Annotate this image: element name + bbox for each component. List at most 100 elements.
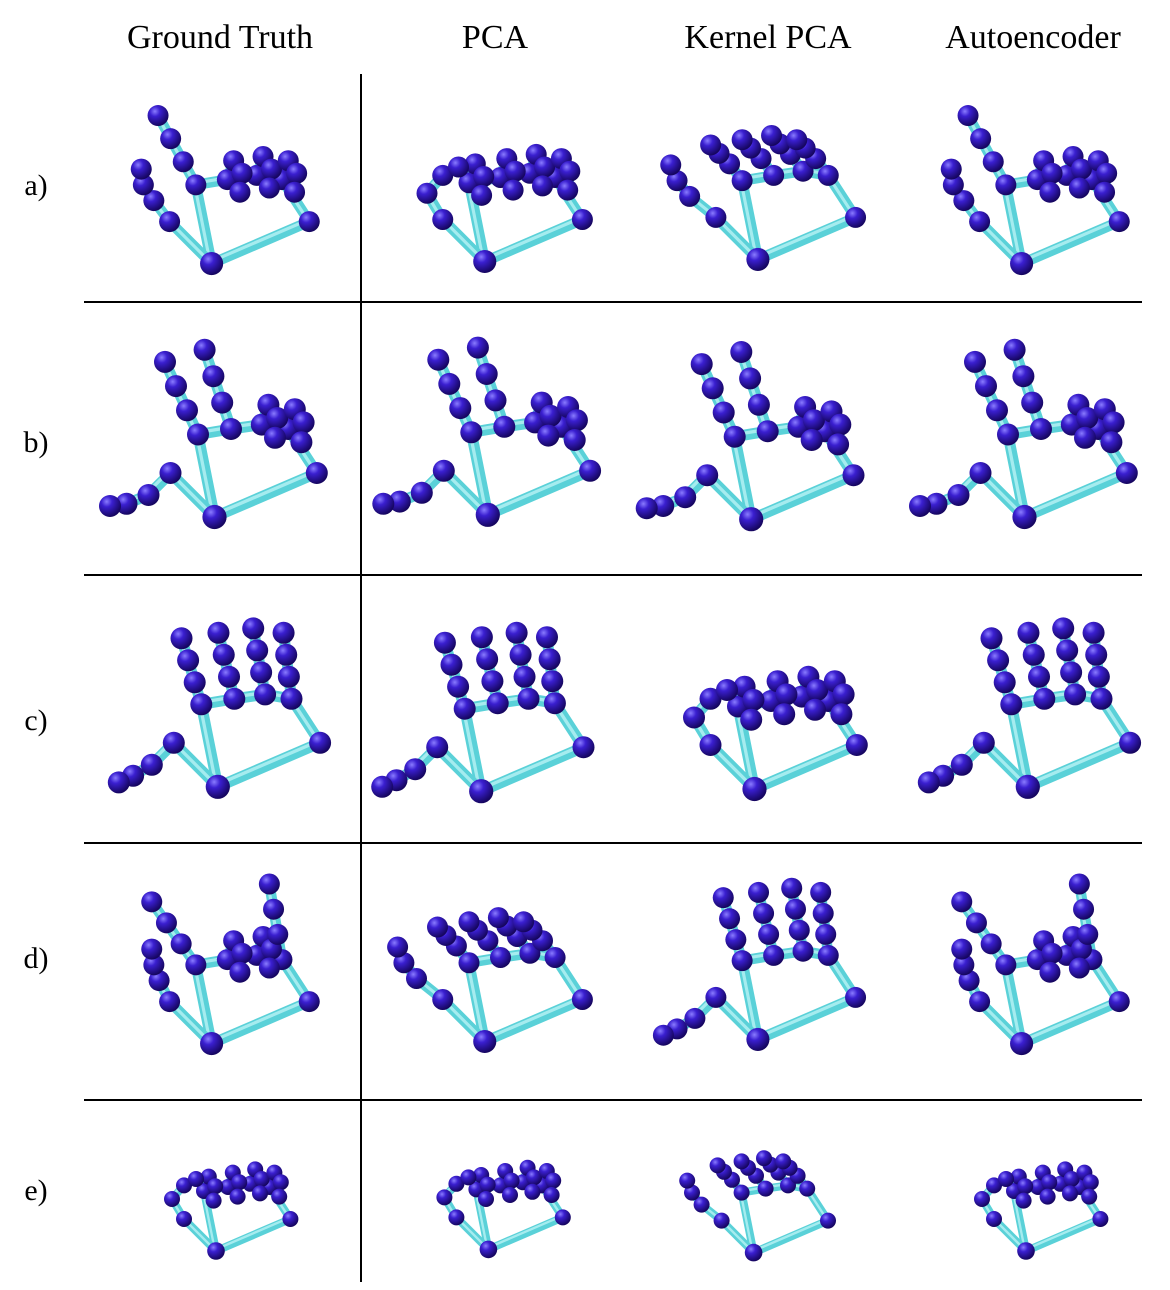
joint-sphere — [183, 671, 206, 694]
joint-sphere — [917, 771, 940, 794]
joint-sphere — [773, 703, 796, 726]
bone-segment — [1022, 1215, 1105, 1256]
joint-sphere — [1073, 898, 1095, 920]
bone-segment — [475, 741, 590, 797]
joint-sphere — [716, 679, 738, 701]
joint-sphere — [571, 209, 593, 230]
joint-sphere — [458, 911, 480, 933]
joint-sphere — [1119, 731, 1142, 754]
joint-sphere — [1017, 621, 1040, 644]
joint-sphere — [1041, 942, 1063, 964]
joint-sphere — [699, 687, 722, 710]
joint-sphere — [130, 158, 152, 180]
joint-sphere — [690, 353, 713, 376]
hand-c-ae — [917, 617, 1142, 799]
joint-sphere — [969, 462, 992, 484]
joint-sphere — [635, 497, 658, 520]
hand-d-pca — [387, 907, 593, 1054]
joint-sphere — [957, 105, 979, 127]
joint-sphere — [266, 407, 289, 429]
joint-sphere — [1039, 181, 1061, 203]
joint-sphere — [426, 736, 449, 759]
joint-sphere — [969, 211, 991, 233]
joint-sphere — [433, 631, 456, 654]
joint-sphere — [832, 683, 855, 706]
joint-sphere — [526, 1169, 542, 1186]
joint-sphere — [250, 661, 273, 684]
joint-sphere — [786, 129, 808, 151]
joint-sphere — [484, 389, 507, 412]
joint-sphere — [404, 758, 427, 781]
joint-sphere — [1017, 1178, 1034, 1195]
joint-sphere — [557, 179, 579, 201]
joint-sphere — [652, 1024, 674, 1046]
joint-sphere — [763, 164, 785, 186]
bone-highlight — [754, 994, 856, 1040]
joint-sphere — [705, 206, 727, 228]
bone-highlight — [486, 1215, 563, 1250]
joint-sphere — [830, 703, 853, 726]
joint-sphere — [1076, 407, 1099, 429]
bone-highlight — [739, 1190, 754, 1253]
bone-highlight — [481, 216, 583, 262]
joint-sphere — [447, 675, 470, 698]
joint-sphere — [388, 490, 411, 513]
joint-sphere — [1062, 1185, 1078, 1202]
joint-sphere — [1096, 162, 1118, 184]
joint-sphere — [1022, 643, 1045, 666]
joint-sphere — [965, 912, 987, 934]
joint-sphere — [282, 1211, 299, 1227]
joint-sphere — [229, 961, 251, 983]
joint-sphere — [1102, 411, 1125, 434]
joint-sphere — [453, 697, 476, 720]
hand-e-pca — [436, 1159, 571, 1259]
joint-sphere — [788, 919, 810, 941]
joint-sphere — [115, 492, 138, 515]
joint-sphere — [679, 1172, 696, 1189]
joint-sphere — [170, 933, 192, 955]
joint-sphere — [842, 464, 865, 487]
joint-sphere — [479, 1240, 498, 1259]
joint-sphere — [487, 907, 509, 929]
bone-segment — [749, 1216, 833, 1257]
joint-sphere — [739, 367, 762, 390]
joint-sphere — [982, 151, 1004, 173]
bone-highlight — [201, 1188, 217, 1252]
bone-highlight — [192, 961, 212, 1044]
joint-sphere — [432, 459, 455, 482]
joint-sphere — [473, 249, 497, 274]
joint-sphere — [747, 393, 770, 416]
joint-sphere — [845, 206, 867, 228]
joint-sphere — [1108, 211, 1130, 233]
joint-sphere — [980, 627, 1003, 650]
bone-segment — [209, 467, 323, 523]
joint-sphere — [286, 162, 308, 184]
joint-sphere — [1064, 683, 1087, 706]
joint-sphere — [229, 181, 251, 203]
joint-sphere — [517, 687, 540, 710]
joint-sphere — [820, 1212, 836, 1229]
joint-sphere — [699, 734, 722, 756]
joint-sphere — [513, 911, 535, 933]
joint-sphere — [205, 1192, 222, 1209]
joint-sphere — [1012, 504, 1037, 530]
joint-sphere — [925, 492, 948, 515]
joint-sphere — [162, 731, 185, 754]
joint-sphere — [448, 1209, 465, 1226]
joint-sphere — [1094, 181, 1116, 203]
joint-sphere — [696, 464, 719, 487]
row-label-a: a) — [24, 169, 47, 202]
joint-sphere — [298, 991, 320, 1013]
joint-sphere — [731, 950, 753, 972]
joint-sphere — [563, 429, 586, 451]
joint-sphere — [141, 938, 163, 960]
joint-sphere — [170, 627, 193, 650]
joint-sphere — [1068, 957, 1090, 979]
joint-sphere — [272, 1174, 289, 1191]
joint-sphere — [817, 164, 839, 186]
bone-segment — [1016, 996, 1125, 1049]
joint-sphere — [505, 621, 528, 644]
joint-sphere — [164, 1191, 180, 1207]
joint-sphere — [260, 158, 282, 180]
joint-sphere — [951, 891, 973, 913]
